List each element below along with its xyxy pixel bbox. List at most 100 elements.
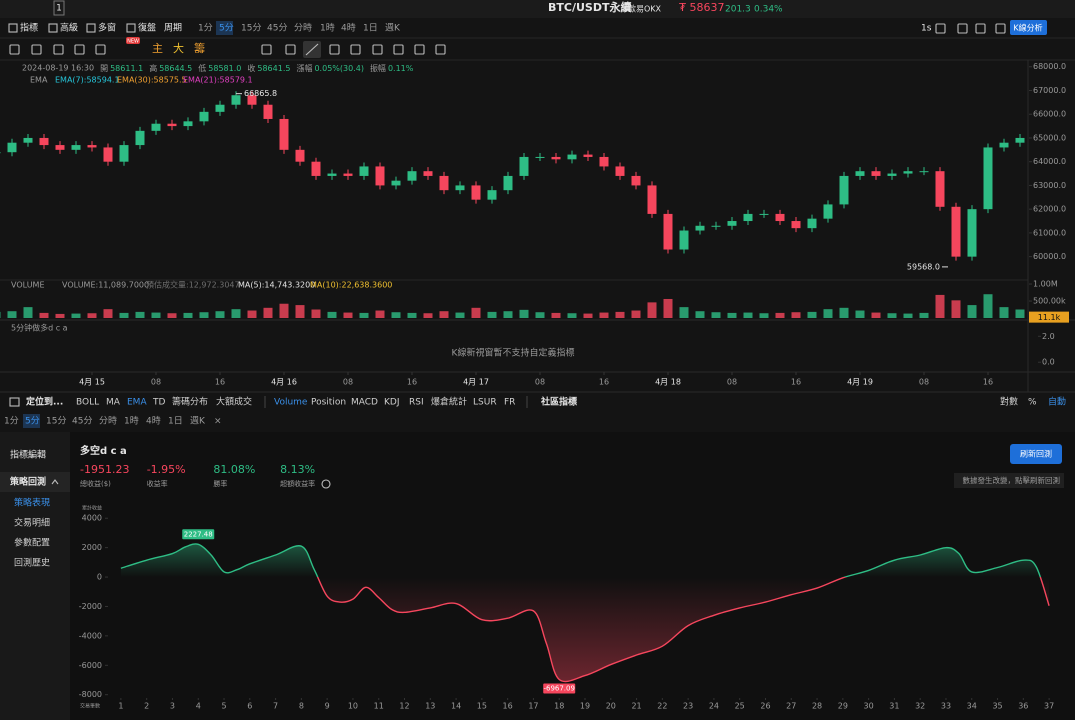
indicator-badge[interactable]: 主 xyxy=(152,42,163,55)
tool-icon[interactable] xyxy=(285,44,296,55)
scale-option[interactable]: % xyxy=(1028,398,1037,408)
refresh-button-label[interactable]: 刷新回測 xyxy=(1020,449,1052,459)
tool-icon[interactable] xyxy=(305,43,319,56)
tool-icon[interactable] xyxy=(435,44,446,55)
volume-tag-label: 11.1k xyxy=(1038,313,1061,322)
indicator-badge[interactable]: 籌 xyxy=(194,42,205,55)
scale-option[interactable]: 自動 xyxy=(1048,396,1066,408)
sub-indicator-tab[interactable]: MACD xyxy=(351,398,378,408)
tool-icon[interactable] xyxy=(350,44,361,55)
analysis-button[interactable] xyxy=(1010,20,1047,35)
period-tab[interactable]: 1時 xyxy=(320,23,335,34)
stat-value: 81.08% xyxy=(213,463,255,476)
volume-bar xyxy=(119,312,129,318)
x-tick-label: 16 xyxy=(407,378,417,387)
sidebar-item[interactable]: 交易明細 xyxy=(14,517,50,529)
toolbar-icon xyxy=(126,23,136,33)
interval[interactable]: 1s xyxy=(921,24,932,34)
candle xyxy=(279,118,289,150)
tab-box[interactable] xyxy=(53,0,65,16)
extreme-label: 59568.0 xyxy=(907,262,940,271)
x-tick-label: 34 xyxy=(967,702,977,711)
panel-period[interactable]: 分時 xyxy=(99,416,117,427)
sub-indicator-tab[interactable]: Volume xyxy=(274,398,308,408)
tool-icon[interactable] xyxy=(95,44,106,55)
tool-icon[interactable] xyxy=(53,44,64,55)
tool-icon[interactable] xyxy=(393,44,404,55)
sub-indicator-tab[interactable]: 爆倉統計 xyxy=(431,396,467,408)
tool-icon[interactable] xyxy=(414,44,425,55)
period-tab[interactable]: 週K xyxy=(385,23,401,34)
toolbar-item[interactable]: 多窗 xyxy=(98,22,116,34)
sidebar-section-bg xyxy=(0,472,70,492)
sidebar-item[interactable]: 參數配置 xyxy=(14,537,50,549)
toolbar-item[interactable]: 高級 xyxy=(60,22,78,34)
main-indicator-tab[interactable]: 大額成交 xyxy=(216,396,252,408)
toolbar-item[interactable]: 復盤 xyxy=(138,22,156,34)
panel-period[interactable]: 4時 xyxy=(146,416,161,427)
y-tick-label: -6000 xyxy=(79,661,102,670)
volume-bar xyxy=(839,307,849,318)
period-tab[interactable]: 1分 xyxy=(198,23,213,34)
candle xyxy=(263,104,273,119)
main-indicator-tab[interactable]: TD xyxy=(152,398,165,408)
tool-icon[interactable] xyxy=(261,44,272,55)
main-indicator-tab[interactable]: BOLL xyxy=(76,398,99,408)
candle xyxy=(23,137,33,143)
period-tab[interactable]: 分時 xyxy=(294,23,312,34)
period-tab[interactable]: 45分 xyxy=(267,23,287,34)
toolbar-item[interactable]: 指標 xyxy=(20,22,38,34)
indicator-title: 5分钟做多d c a xyxy=(11,323,68,333)
analysis-button-label[interactable]: K線分析 xyxy=(1013,23,1042,33)
main-indicator-tab[interactable]: MA xyxy=(106,398,121,408)
period-tab[interactable]: 4時 xyxy=(341,23,356,34)
indicator-badge[interactable]: 大 xyxy=(173,41,184,55)
period-tab[interactable]: 1日 xyxy=(363,23,378,34)
tab-label[interactable]: 1 xyxy=(56,4,62,14)
main-indicator-tab[interactable]: 籌碼分布 xyxy=(172,396,208,408)
refresh-button[interactable] xyxy=(1010,444,1062,464)
tool-icon[interactable] xyxy=(31,44,42,55)
sidebar-item[interactable]: 回測歷史 xyxy=(14,557,50,569)
locate[interactable]: 定位到... xyxy=(25,396,63,408)
tool-icon[interactable] xyxy=(329,44,340,55)
sub-indicator-tab[interactable]: KDJ xyxy=(384,398,400,408)
panel-period[interactable]: 週K xyxy=(190,416,206,427)
tool-icon[interactable] xyxy=(957,23,968,34)
community-tab[interactable]: 社區指標 xyxy=(540,396,577,408)
y-tick-label: -2000 xyxy=(79,602,102,611)
panel-period[interactable]: 1時 xyxy=(124,416,139,427)
panel-period[interactable]: 1日 xyxy=(168,416,183,427)
scale-option[interactable]: 對數 xyxy=(1000,396,1018,408)
sub-indicator-tab[interactable]: LSUR xyxy=(473,398,497,408)
tool-icon[interactable] xyxy=(935,23,946,34)
period-tab[interactable]: 5分 xyxy=(219,23,234,34)
x-tick-label: 6 xyxy=(247,702,252,711)
candle xyxy=(135,130,145,146)
sub-indicator-tab[interactable]: Position xyxy=(311,398,346,408)
close-button[interactable]: × xyxy=(214,417,222,427)
sidebar-section[interactable]: 策略回測 xyxy=(9,476,46,488)
toolbar-item[interactable]: 周期 xyxy=(164,23,182,34)
tool-icon[interactable] xyxy=(372,44,383,55)
sub-indicator-tab[interactable]: FR xyxy=(504,398,515,408)
tool-icon[interactable] xyxy=(975,23,986,34)
sub-indicator-tab[interactable]: RSI xyxy=(409,398,424,408)
volume-bar xyxy=(87,313,97,318)
period-tab[interactable]: 15分 xyxy=(241,23,261,34)
panel-period[interactable]: 45分 xyxy=(72,416,92,427)
sidebar-title[interactable]: 指標編輯 xyxy=(10,449,46,461)
panel-period[interactable]: 5分 xyxy=(25,416,40,427)
tool-icon[interactable] xyxy=(995,23,1006,34)
candle xyxy=(743,213,753,222)
x-tick-label: 37 xyxy=(1044,702,1054,711)
tool-icon[interactable] xyxy=(9,44,20,55)
panel-period[interactable]: 15分 xyxy=(46,416,66,427)
active-period-bg xyxy=(216,21,233,35)
tool-icon[interactable] xyxy=(74,44,85,55)
panel-period[interactable]: 1分 xyxy=(4,416,19,427)
candle xyxy=(631,175,641,186)
sidebar-item[interactable]: 策略表現 xyxy=(14,497,50,509)
main-indicator-tab[interactable]: EMA xyxy=(127,398,147,408)
y-tick-label: 1.00M xyxy=(1033,280,1058,289)
